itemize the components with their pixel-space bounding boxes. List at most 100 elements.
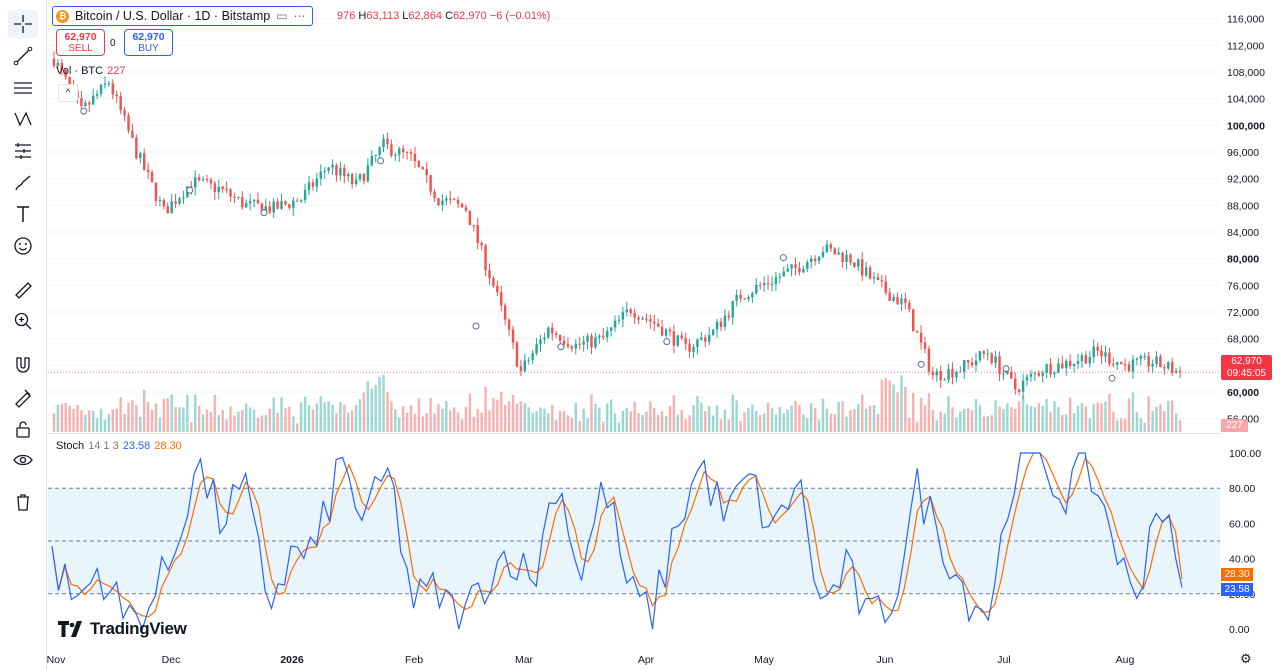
candle[interactable] [197,177,201,181]
candle[interactable] [845,254,848,262]
candle[interactable] [519,366,523,371]
candle[interactable] [919,332,923,343]
candle[interactable] [872,277,876,279]
candle[interactable] [974,360,978,366]
candle[interactable] [1076,361,1080,364]
fib-icon[interactable] [8,74,38,102]
ruler-icon[interactable] [8,276,38,304]
candle[interactable] [366,165,370,182]
collapse-legend-button[interactable]: ^ [58,84,78,102]
candle[interactable] [488,270,491,279]
candle[interactable] [1092,346,1095,358]
candle[interactable] [935,371,938,376]
candle[interactable] [774,277,778,284]
candle[interactable] [1167,362,1170,369]
candle[interactable] [739,294,742,299]
candle[interactable] [908,302,911,310]
candle[interactable] [810,258,813,263]
candle[interactable] [527,360,530,362]
candle[interactable] [802,268,805,273]
candle[interactable] [1080,355,1084,362]
candle[interactable] [590,335,593,348]
zoom-in-icon[interactable] [8,307,38,335]
candle[interactable] [307,182,311,190]
candle[interactable] [84,102,87,106]
candle[interactable] [912,309,915,332]
candle[interactable] [150,172,154,183]
candle[interactable] [178,198,181,204]
candle[interactable] [205,179,209,181]
candle[interactable] [806,262,809,269]
candle[interactable] [68,76,71,87]
candle[interactable] [146,169,150,173]
compare-icon[interactable]: ▭ [276,9,288,23]
candle[interactable] [755,285,758,294]
candle[interactable] [1116,362,1119,365]
candle[interactable] [727,315,731,318]
candle[interactable] [127,115,130,131]
candle[interactable] [319,171,322,179]
candle[interactable] [861,259,864,276]
candle[interactable] [868,267,872,279]
candle[interactable] [700,337,703,340]
candle[interactable] [350,174,354,185]
candle[interactable] [1104,352,1107,357]
candle[interactable] [280,201,283,209]
candle[interactable] [299,199,303,202]
trash-icon[interactable] [8,488,38,516]
candle[interactable] [409,152,413,154]
candle[interactable] [770,283,774,285]
candle[interactable] [825,244,829,252]
candle[interactable] [645,318,648,320]
candle[interactable] [60,62,64,71]
candle[interactable] [884,281,887,293]
candle[interactable] [468,210,472,226]
lock-drawings-icon[interactable] [8,383,38,411]
candle[interactable] [1135,358,1139,360]
candle[interactable] [939,371,942,381]
candle[interactable] [311,182,315,187]
candle[interactable] [1010,371,1013,379]
candle[interactable] [1147,355,1150,367]
event-marker[interactable] [557,343,565,351]
candle[interactable] [64,70,67,77]
candle[interactable] [260,203,264,214]
candle[interactable] [221,186,224,189]
candle[interactable] [794,264,797,268]
candle[interactable] [515,342,519,367]
candle[interactable] [193,177,197,188]
candle[interactable] [621,311,625,320]
candle[interactable] [896,296,899,305]
event-marker[interactable] [1002,365,1010,373]
candle[interactable] [135,137,138,159]
candle[interactable] [445,198,448,201]
candle[interactable] [758,285,762,287]
candle[interactable] [1041,372,1044,376]
candle[interactable] [833,248,836,255]
candle[interactable] [778,276,782,278]
candle[interactable] [766,283,770,285]
candle[interactable] [558,335,562,341]
candle[interactable] [963,360,966,372]
event-marker[interactable] [663,338,671,346]
candle[interactable] [347,174,350,177]
buy-button[interactable]: 62,970 BUY [124,29,173,56]
event-marker[interactable] [779,254,787,262]
candle[interactable] [142,153,146,170]
candle[interactable] [99,84,103,94]
candle[interactable] [496,285,499,293]
candle[interactable] [511,329,515,343]
candle[interactable] [248,201,252,203]
candle[interactable] [288,204,291,208]
candle[interactable] [900,298,903,305]
candle[interactable] [88,102,91,105]
candle[interactable] [370,155,373,166]
candle[interactable] [170,201,173,214]
candle[interactable] [166,206,169,214]
candle[interactable] [209,180,213,184]
candle[interactable] [915,331,919,333]
candle[interactable] [421,166,424,170]
candle[interactable] [1006,371,1009,374]
candle[interactable] [500,292,503,306]
candle[interactable] [425,169,428,176]
